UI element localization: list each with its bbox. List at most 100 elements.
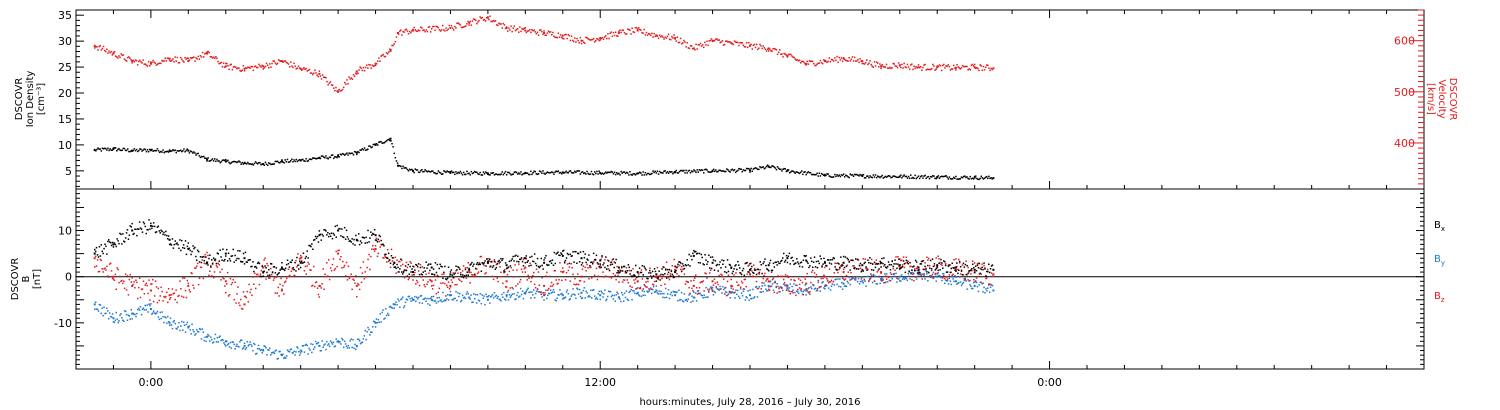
by-series-dot bbox=[260, 349, 263, 351]
bz-series-dot bbox=[761, 282, 763, 284]
density-series-dot bbox=[943, 175, 945, 178]
density-series-dot bbox=[500, 173, 502, 175]
bz-series-dot bbox=[377, 252, 380, 255]
bz-series-dot bbox=[492, 278, 495, 281]
bx-series-dot bbox=[561, 253, 563, 255]
bx-series-dot bbox=[477, 263, 480, 266]
bx-series-dot bbox=[367, 229, 369, 232]
bx-series-dot bbox=[950, 267, 952, 270]
by-series-dot bbox=[658, 290, 660, 292]
bx-series-dot bbox=[370, 231, 372, 233]
velocity-series-dot bbox=[900, 66, 902, 69]
velocity-series-dot bbox=[897, 62, 900, 64]
bz-series-dot bbox=[157, 287, 160, 290]
by-series-dot bbox=[174, 322, 176, 325]
density-series-dot bbox=[772, 165, 774, 167]
velocity-series-dot bbox=[520, 30, 522, 33]
bx-series-dot bbox=[937, 269, 939, 272]
density-series-dot bbox=[98, 148, 100, 150]
by-series-dot bbox=[358, 338, 360, 341]
density-series-dot bbox=[545, 172, 547, 174]
density-series-dot bbox=[281, 159, 283, 161]
bz-series-dot bbox=[268, 277, 270, 279]
velocity-series-dot bbox=[777, 51, 780, 54]
by-series-dot bbox=[165, 317, 167, 319]
velocity-series-dot bbox=[271, 62, 273, 65]
by-series-dot bbox=[881, 277, 883, 279]
bz-series-dot bbox=[833, 272, 835, 274]
density-series-dot bbox=[117, 148, 119, 151]
bz-series-dot bbox=[431, 285, 433, 287]
bz-series-dot bbox=[294, 275, 296, 277]
bx-series-dot bbox=[474, 273, 476, 276]
by-series-dot bbox=[352, 339, 354, 341]
by-series-dot bbox=[169, 317, 172, 319]
bx-series-dot bbox=[927, 264, 929, 267]
density-series-dot bbox=[612, 173, 615, 175]
velocity-series-dot bbox=[281, 60, 283, 62]
by-series-dot bbox=[648, 290, 650, 292]
bz-series-dot bbox=[206, 251, 208, 254]
bx-series-dot bbox=[239, 250, 241, 252]
velocity-series-point bbox=[842, 57, 845, 60]
bz-series-dot bbox=[430, 279, 432, 281]
by-series-dot bbox=[450, 294, 453, 296]
velocity-series-dot bbox=[546, 32, 549, 34]
by-series-dot bbox=[844, 285, 847, 287]
bz-series-dot bbox=[802, 294, 805, 296]
velocity-series-dot bbox=[487, 16, 489, 18]
velocity-series-dot bbox=[481, 16, 484, 19]
velocity-series-dot bbox=[403, 31, 405, 33]
by-series-dot bbox=[229, 341, 232, 344]
bz-series-dot bbox=[832, 281, 835, 283]
velocity-series-dot bbox=[748, 41, 750, 44]
velocity-series-dot bbox=[866, 59, 868, 61]
bz-series-point bbox=[449, 284, 452, 287]
velocity-series-dot bbox=[465, 25, 467, 27]
by-series-point bbox=[655, 289, 658, 292]
bx-series-point bbox=[917, 266, 920, 269]
bx-series-dot bbox=[546, 263, 548, 266]
velocity-series-dot bbox=[820, 61, 823, 64]
density-series-dot bbox=[320, 155, 323, 157]
by-series-dot bbox=[246, 341, 249, 343]
bx-series-dot bbox=[955, 270, 957, 272]
by-series-dot bbox=[620, 300, 622, 303]
density-series-dot bbox=[677, 172, 680, 174]
bx-series-dot bbox=[766, 268, 768, 270]
velocity-series-dot bbox=[826, 61, 828, 64]
bz-series-dot bbox=[847, 271, 849, 273]
by-series-dot bbox=[785, 284, 788, 286]
bz-series-dot bbox=[261, 264, 263, 267]
bx-series-dot bbox=[606, 268, 608, 270]
velocity-series-point bbox=[936, 66, 939, 69]
bx-series-dot bbox=[256, 262, 259, 264]
density-series-dot bbox=[938, 177, 941, 179]
bx-series-dot bbox=[545, 255, 547, 257]
velocity-series-point bbox=[805, 62, 808, 65]
density-series-dot bbox=[233, 160, 236, 163]
bx-series-dot bbox=[740, 273, 743, 276]
by-series-dot bbox=[970, 285, 972, 288]
velocity-series-dot bbox=[944, 67, 946, 69]
by-series-dot bbox=[422, 298, 424, 300]
bz-series-dot bbox=[144, 284, 146, 286]
by-series-dot bbox=[866, 276, 868, 278]
by-series-dot bbox=[108, 318, 110, 320]
by-series-dot bbox=[880, 279, 882, 281]
bx-series-dot bbox=[952, 267, 954, 269]
density-series-dot bbox=[238, 160, 240, 162]
by-series-dot bbox=[523, 292, 526, 295]
by-series-dot bbox=[917, 270, 920, 272]
density-series-dot bbox=[223, 159, 226, 162]
bz-series-dot bbox=[178, 294, 180, 297]
bz-series-dot bbox=[155, 286, 158, 288]
by-series-dot bbox=[231, 341, 234, 343]
velocity-series-dot bbox=[402, 30, 404, 33]
density-series-dot bbox=[211, 158, 214, 160]
by-series-dot bbox=[531, 291, 533, 293]
by-series-dot bbox=[577, 288, 579, 290]
by-series-dot bbox=[707, 296, 709, 298]
velocity-series-dot bbox=[569, 39, 572, 42]
bz-series-dot bbox=[633, 279, 635, 281]
